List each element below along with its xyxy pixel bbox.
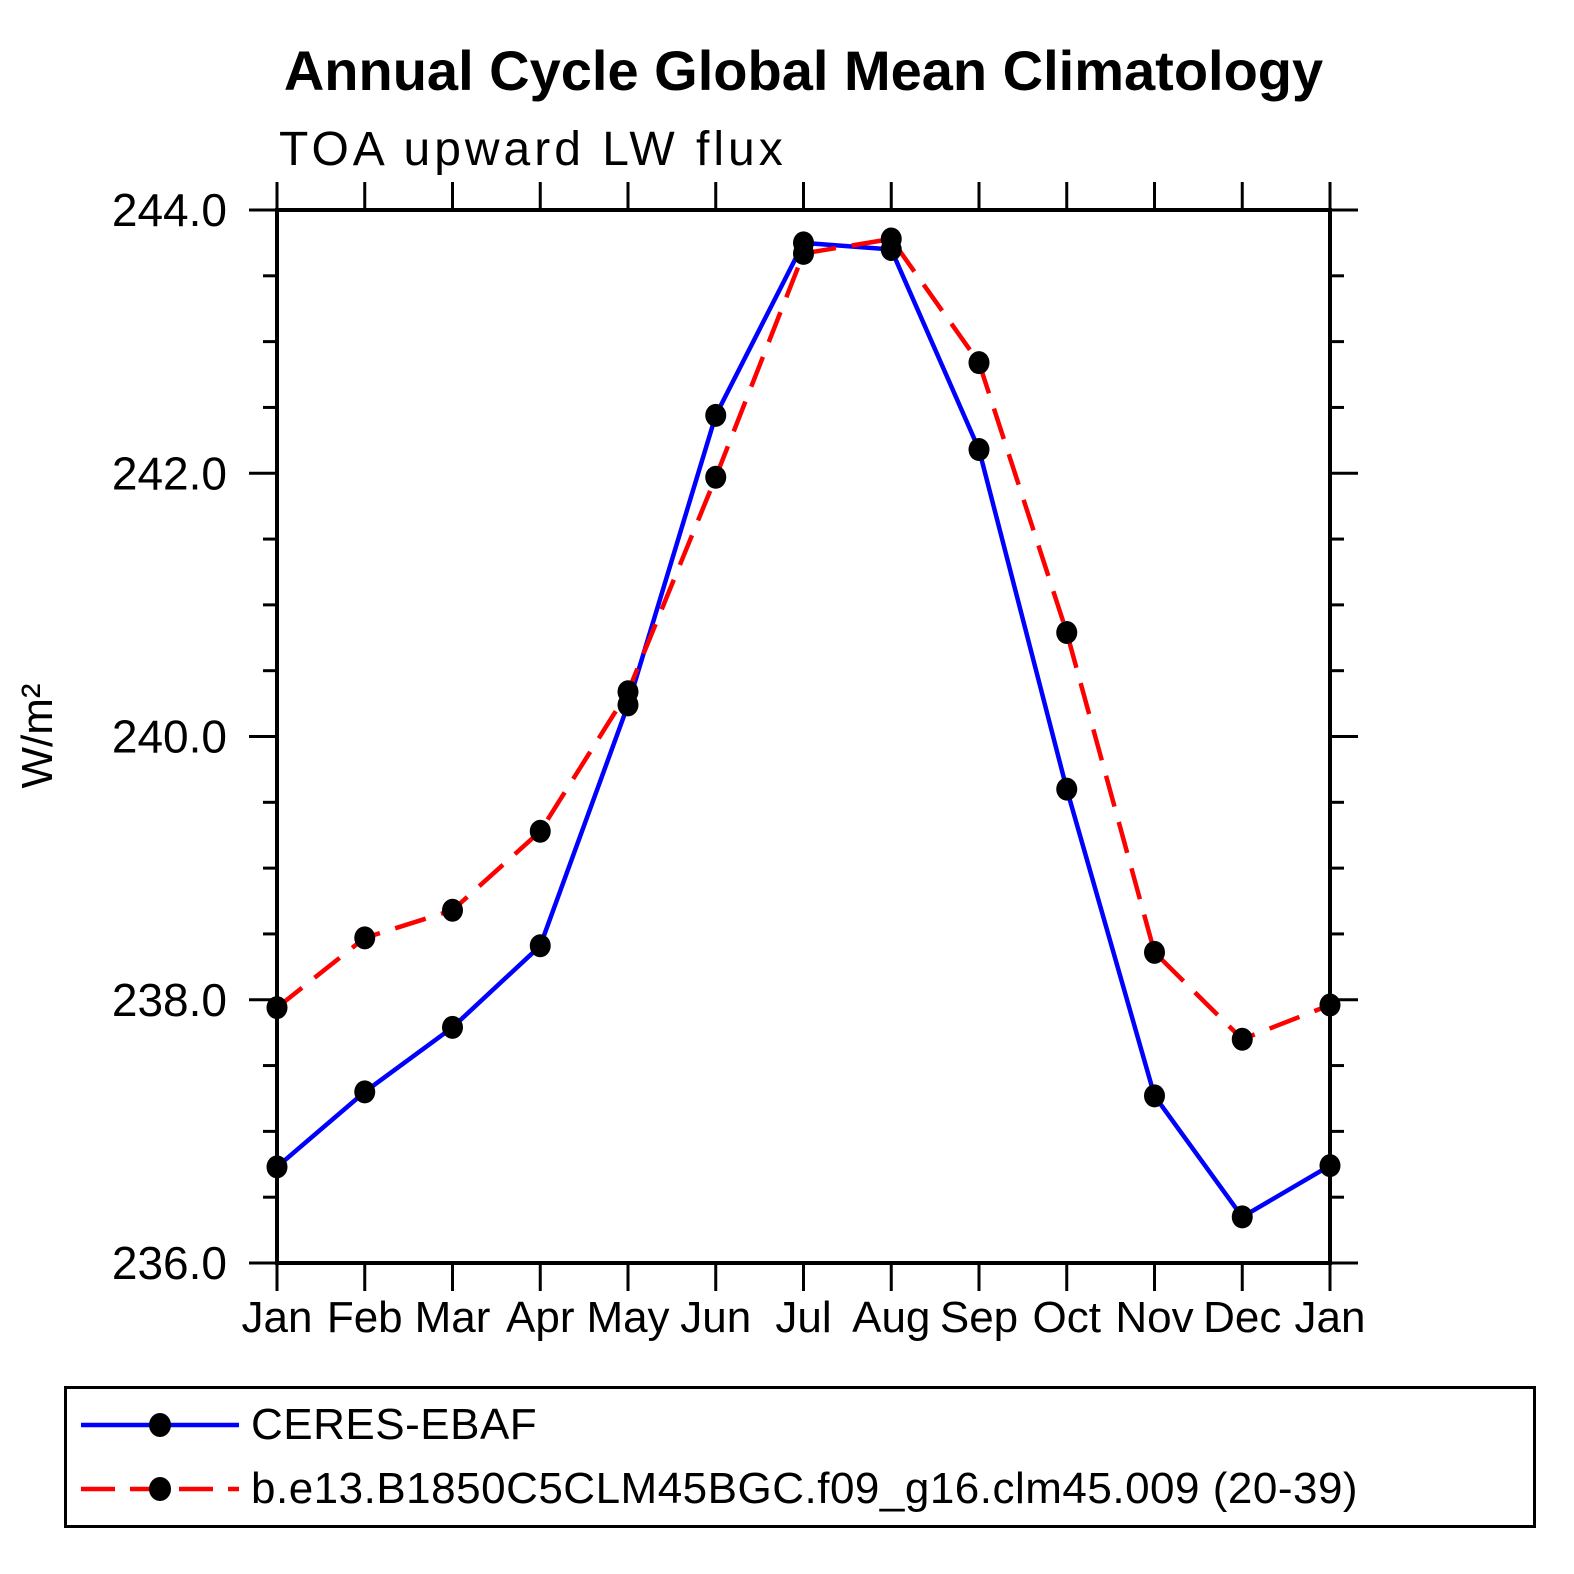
x-tick-label: Jul: [775, 1293, 831, 1342]
x-tick-label: Sep: [940, 1293, 1018, 1342]
x-tick-label: Nov: [1115, 1293, 1193, 1342]
y-axis-title: W/m²: [13, 683, 62, 788]
legend-item-model: b.e13.B1850C5CLM45BGC.f09_g16.clm45.009 …: [77, 1461, 1533, 1517]
y-tick-label: 244.0: [112, 184, 227, 236]
y-tick-label: 240.0: [112, 711, 227, 763]
data-point-marker-1: [354, 926, 376, 950]
data-point-marker-1: [442, 898, 463, 922]
data-point-marker-0: [354, 1080, 376, 1104]
data-point-marker-0: [705, 403, 727, 427]
axis-spines: [275, 208, 1332, 1265]
chart-title: Annual Cycle Global Mean Climatology: [283, 39, 1324, 102]
chart-subtitle: TOA upward LW flux: [279, 123, 787, 176]
legend-label-model: b.e13.B1850C5CLM45BGC.f09_g16.clm45.009 …: [251, 1464, 1359, 1513]
data-point-marker-1: [617, 680, 639, 704]
series-line-0: [275, 240, 1332, 1220]
x-tick-label: Aug: [852, 1293, 930, 1342]
legend: CERES-EBAF b.e13.B1850C5CLM45BGC.f09_g16…: [64, 1386, 1536, 1528]
data-point-marker-1: [1231, 1027, 1253, 1051]
data-point-marker-1: [705, 465, 727, 489]
x-tick-label: May: [586, 1293, 669, 1342]
x-tick-label: Dec: [1203, 1293, 1281, 1342]
x-tick-label: Oct: [1033, 1293, 1101, 1342]
x-tick-label: Mar: [415, 1293, 491, 1342]
data-point-marker-1: [529, 819, 551, 843]
x-tick-label: Jan: [242, 1293, 313, 1342]
legend-line-sample-model: [81, 1477, 239, 1501]
data-point-marker-0: [442, 1015, 463, 1039]
data-point-marker-1: [968, 351, 990, 375]
data-point-marker-1: [266, 996, 288, 1020]
legend-marker-dot: [149, 1413, 171, 1437]
x-tick-label: Jan: [1295, 1293, 1366, 1342]
data-point-marker-1: [880, 227, 902, 251]
legend-line-sample-ceres: [81, 1413, 239, 1437]
x-tick-label: Jun: [680, 1293, 751, 1342]
y-tick-label: 242.0: [112, 447, 227, 499]
data-point-marker-0: [1056, 777, 1078, 801]
data-point-marker-1: [1319, 993, 1341, 1017]
y-tick-label: 238.0: [112, 974, 227, 1026]
legend-marker-dot: [149, 1477, 171, 1501]
series-line-1: [275, 236, 1331, 1042]
legend-label-ceres: CERES-EBAF: [251, 1400, 538, 1449]
data-point-marker-0: [266, 1155, 288, 1179]
data-point-marker-0: [1319, 1154, 1341, 1178]
data-point-marker-0: [1231, 1205, 1253, 1229]
x-tick-label: Apr: [506, 1293, 574, 1342]
data-point-marker-0: [1144, 1084, 1165, 1108]
data-point-marker-0: [968, 438, 990, 462]
y-tick-label: 236.0: [112, 1237, 227, 1289]
data-point-marker-1: [1144, 940, 1165, 964]
data-point-marker-0: [529, 934, 551, 958]
legend-item-ceres: CERES-EBAF: [77, 1397, 1533, 1453]
data-point-marker-1: [793, 241, 814, 265]
data-point-marker-1: [1056, 621, 1078, 645]
x-tick-label: Feb: [327, 1293, 403, 1342]
